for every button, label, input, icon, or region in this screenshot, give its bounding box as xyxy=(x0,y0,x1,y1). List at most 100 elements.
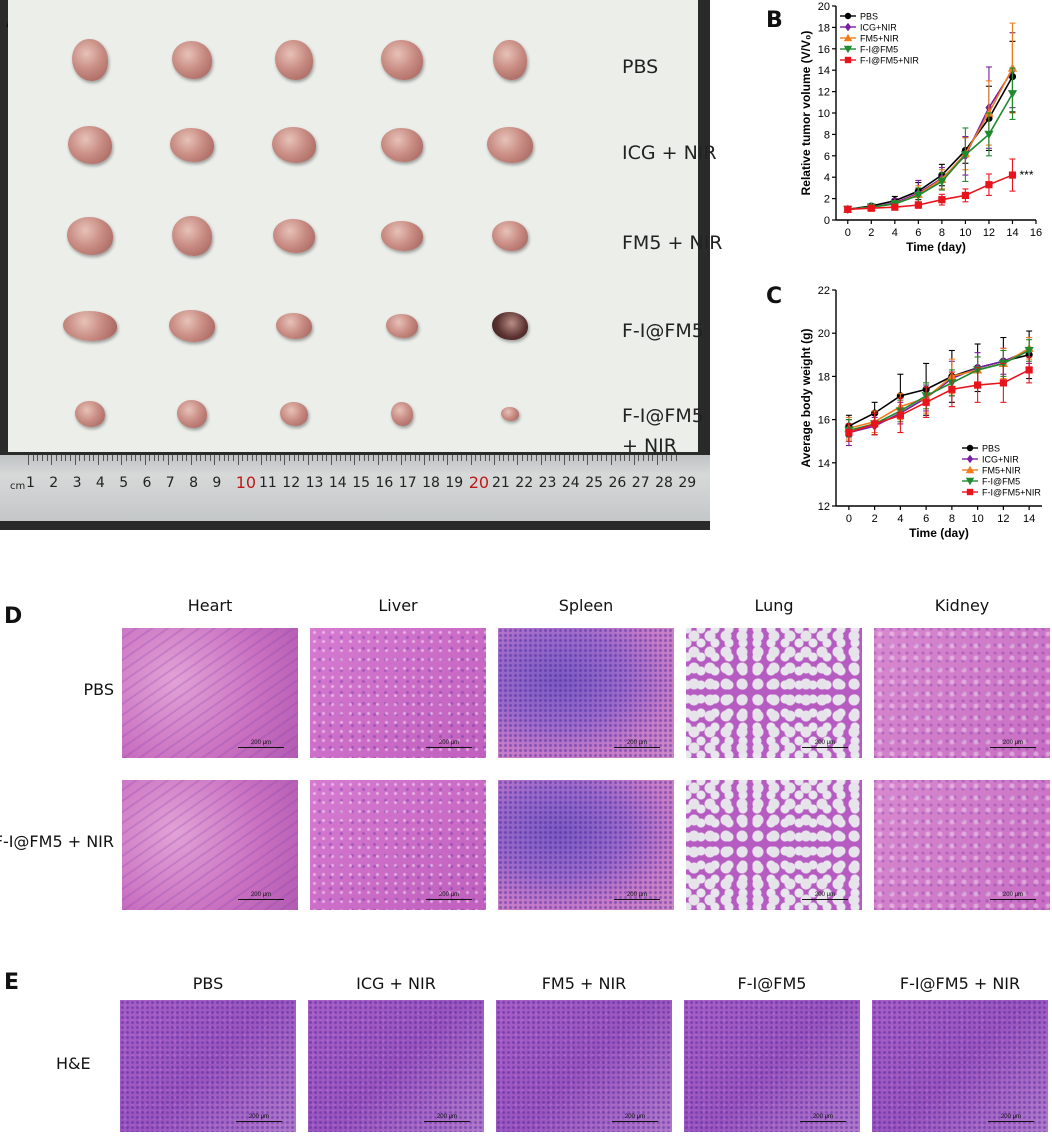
ruler-tick xyxy=(209,455,211,461)
tumor-specimen xyxy=(67,217,113,255)
ruler-tick xyxy=(116,455,118,461)
ruler-tick xyxy=(135,455,137,461)
ruler-tick xyxy=(293,455,295,461)
tumor-specimen xyxy=(280,402,308,426)
legend-label: PBS xyxy=(860,12,878,22)
ruler-tick xyxy=(466,455,468,461)
ruler-tick xyxy=(400,455,402,465)
y-tick-label: 20 xyxy=(818,328,830,340)
organ-histology-image: 200 μm xyxy=(498,628,674,758)
ruler-tick xyxy=(414,455,416,461)
ruler-tick xyxy=(503,455,505,461)
ruler-tick xyxy=(261,455,262,465)
ruler-tick xyxy=(438,455,440,461)
ruler-number: 21 xyxy=(492,475,510,491)
tumor-specimen xyxy=(492,221,528,251)
scale-bar: 200 μm xyxy=(802,891,848,900)
ruler-tick xyxy=(666,455,668,461)
tumor-specimen xyxy=(170,128,214,162)
y-tick-label: 0 xyxy=(824,215,830,227)
panel-label-d: D xyxy=(4,604,23,629)
ruler-tick xyxy=(242,455,244,461)
organ-histology-image: 200 μm xyxy=(122,780,298,910)
ruler-tick xyxy=(330,455,332,465)
x-tick-label: 8 xyxy=(949,513,955,525)
ruler-tick xyxy=(181,455,183,461)
scale-bar: 200 μm xyxy=(990,891,1036,900)
ruler-tick xyxy=(340,455,342,461)
ruler-number: 2 xyxy=(49,475,59,491)
x-tick-label: 10 xyxy=(959,227,971,239)
ruler-tick xyxy=(647,455,649,461)
series-group xyxy=(843,67,1018,214)
data-point xyxy=(960,151,971,160)
ruler-number: 9 xyxy=(212,475,222,491)
tumor-specimen xyxy=(381,221,423,251)
ruler-tick xyxy=(233,455,235,461)
tumor-specimen xyxy=(72,39,108,81)
ruler-tick xyxy=(167,455,169,465)
ruler-tick xyxy=(484,455,486,461)
y-tick-label: 8 xyxy=(824,129,830,141)
ruler-tick xyxy=(563,455,565,465)
ruler-tick xyxy=(601,455,603,461)
ruler-tick xyxy=(494,455,495,465)
data-point xyxy=(1007,90,1018,99)
ruler-tick xyxy=(74,455,76,465)
ruler-tick xyxy=(531,455,533,461)
scale-bar: 200 μm xyxy=(238,739,284,748)
ruler-tick xyxy=(540,455,542,465)
tumor-histology-image: 200 μm xyxy=(496,1000,672,1132)
x-tick-label: 4 xyxy=(892,227,898,239)
tumor-specimen xyxy=(172,41,212,79)
series-line xyxy=(847,76,1014,211)
data-point xyxy=(937,177,947,187)
panel-label-c: C xyxy=(766,284,783,309)
x-tick-label: 6 xyxy=(923,513,929,525)
legend-label: F-I@FM5 xyxy=(982,477,1020,487)
panel-label-e: E xyxy=(4,970,20,995)
ruler-tick xyxy=(93,455,95,461)
ruler: cm 1 2 3 4 5 6 7 8 9 10 11 12 13 14 15 16 17 18 19 20 21 22 23… xyxy=(0,455,710,521)
tumor-histology-image: 200 μm xyxy=(872,1000,1048,1132)
y-tick-label: 14 xyxy=(818,458,830,470)
organ-column-header: Heart xyxy=(187,596,233,615)
ruler-tick xyxy=(79,455,81,461)
data-point xyxy=(966,454,974,464)
data-point xyxy=(948,385,956,393)
ruler-tick xyxy=(219,455,221,461)
data-point xyxy=(985,181,993,189)
ruler-tick xyxy=(228,455,230,461)
ruler-tick xyxy=(130,455,132,461)
series-line xyxy=(848,369,1030,434)
ruler-number: 14 xyxy=(328,475,347,491)
ruler-tick xyxy=(107,455,109,461)
ruler-tick xyxy=(629,455,631,461)
ruler-tick xyxy=(32,455,34,461)
ruler-tick xyxy=(247,455,249,461)
organ-column-header: Liver xyxy=(378,596,418,615)
ruler-number: 29 xyxy=(678,475,697,491)
ruler-tick xyxy=(349,455,351,461)
legend-label: FM5+NIR xyxy=(982,466,1021,476)
ruler-tick xyxy=(489,455,491,461)
ruler-number: 23 xyxy=(538,475,557,491)
scale-bar: 200 μm xyxy=(426,739,472,748)
ruler-tick xyxy=(191,455,193,465)
ruler-number: 17 xyxy=(398,475,417,491)
ruler-number: 24 xyxy=(561,475,580,491)
ruler-tick xyxy=(512,455,514,461)
ruler-tick xyxy=(326,455,328,461)
ruler-tick xyxy=(619,455,621,461)
ruler-tick xyxy=(55,455,57,461)
ruler-tick xyxy=(307,455,309,465)
ruler-number: 22 xyxy=(515,475,534,491)
ruler-tick xyxy=(256,455,258,461)
body-weight-chart: 12 14 16 18 20 22 0 2 4 6 8 10 12 14 Time (day) Average… xyxy=(799,285,1042,540)
tumor-specimen xyxy=(272,127,316,163)
ruler-tick xyxy=(172,455,174,461)
tumor-specimen xyxy=(391,402,413,426)
ruler-tick xyxy=(372,455,374,461)
tumor-group-label: PBS xyxy=(622,56,659,78)
data-point xyxy=(999,379,1007,387)
